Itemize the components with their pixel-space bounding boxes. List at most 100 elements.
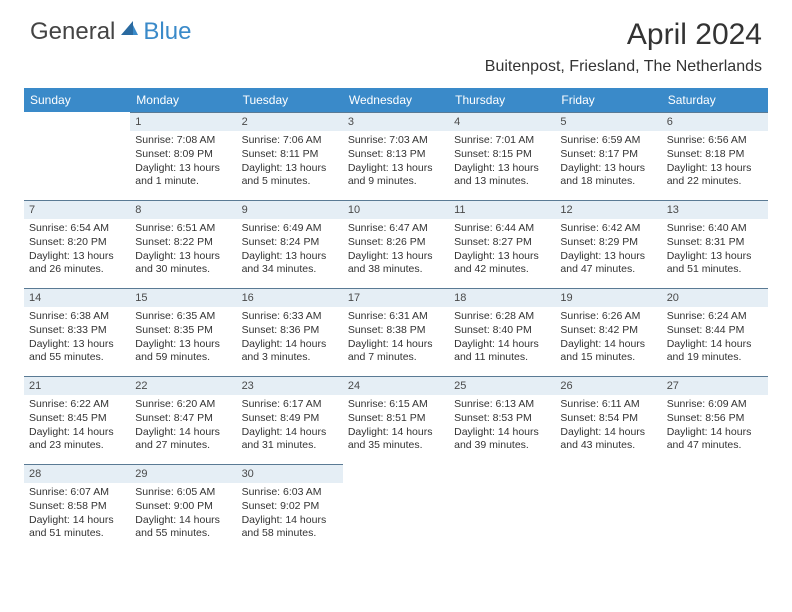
sunrise-line: Sunrise: 6:54 AM <box>29 222 125 236</box>
day-number: 2 <box>237 112 343 131</box>
daylight-line: Daylight: 13 hours and 59 minutes. <box>135 338 231 365</box>
day-details: Sunrise: 6:24 AMSunset: 8:44 PMDaylight:… <box>662 307 768 369</box>
sunset-line: Sunset: 8:36 PM <box>242 324 338 338</box>
sunset-line: Sunset: 8:26 PM <box>348 236 444 250</box>
daylight-line: Daylight: 14 hours and 58 minutes. <box>242 514 338 541</box>
sunrise-line: Sunrise: 6:51 AM <box>135 222 231 236</box>
calendar-cell: 21Sunrise: 6:22 AMSunset: 8:45 PMDayligh… <box>24 376 130 464</box>
calendar-cell: 28Sunrise: 6:07 AMSunset: 8:58 PMDayligh… <box>24 464 130 552</box>
calendar-cell: 19Sunrise: 6:26 AMSunset: 8:42 PMDayligh… <box>555 288 661 376</box>
day-details: Sunrise: 6:07 AMSunset: 8:58 PMDaylight:… <box>24 483 130 545</box>
sunset-line: Sunset: 8:49 PM <box>242 412 338 426</box>
calendar-cell: 5Sunrise: 6:59 AMSunset: 8:17 PMDaylight… <box>555 112 661 200</box>
day-details: Sunrise: 6:54 AMSunset: 8:20 PMDaylight:… <box>24 219 130 281</box>
day-number: 1 <box>130 112 236 131</box>
day-details: Sunrise: 6:11 AMSunset: 8:54 PMDaylight:… <box>555 395 661 457</box>
sunset-line: Sunset: 8:17 PM <box>560 148 656 162</box>
calendar-cell: 16Sunrise: 6:33 AMSunset: 8:36 PMDayligh… <box>237 288 343 376</box>
sunrise-line: Sunrise: 6:38 AM <box>29 310 125 324</box>
day-details: Sunrise: 6:40 AMSunset: 8:31 PMDaylight:… <box>662 219 768 281</box>
sunset-line: Sunset: 8:15 PM <box>454 148 550 162</box>
day-details: Sunrise: 6:15 AMSunset: 8:51 PMDaylight:… <box>343 395 449 457</box>
weekday-header-row: SundayMondayTuesdayWednesdayThursdayFrid… <box>24 88 768 112</box>
calendar-cell: 8Sunrise: 6:51 AMSunset: 8:22 PMDaylight… <box>130 200 236 288</box>
day-number: 22 <box>130 376 236 395</box>
title-block: April 2024 Buitenpost, Friesland, The Ne… <box>485 18 762 76</box>
day-number: 18 <box>449 288 555 307</box>
calendar-cell: . <box>662 464 768 552</box>
calendar-week-row: .1Sunrise: 7:08 AMSunset: 8:09 PMDayligh… <box>24 112 768 200</box>
day-number: 3 <box>343 112 449 131</box>
calendar-body: . 1 Sunrise: 7:08 AMSunset: 8:09 PM Dayligh… <box>24 112 768 552</box>
daylight-line: Daylight: 14 hours and 19 minutes. <box>667 338 763 365</box>
sunrise-line: Sunrise: 7:01 AM <box>454 134 550 148</box>
day-number: 29 <box>130 464 236 483</box>
sunset-line: Sunset: 8:18 PM <box>667 148 763 162</box>
day-number: 21 <box>24 376 130 395</box>
sunset-line: Sunset: 8:40 PM <box>454 324 550 338</box>
sunrise-line: Sunrise: 6:11 AM <box>560 398 656 412</box>
calendar-cell: 18 Sunrise: 6:28 AMSunset: 8:40 PMDayligh… <box>449 288 555 376</box>
day-number: 30 <box>237 464 343 483</box>
sunset-line: Sunset: 9:02 PM <box>242 500 338 514</box>
logo-sail-icon <box>119 18 139 46</box>
header: General Blue April 2024 Buitenpost, Frie… <box>0 0 792 82</box>
daylight-line: Daylight: 14 hours and 39 minutes. <box>454 426 550 453</box>
sunset-line: Sunset: 8:20 PM <box>29 236 125 250</box>
sunset-line: Sunset: 8:51 PM <box>348 412 444 426</box>
sunset-line: Sunset: 8:13 PM <box>348 148 444 162</box>
day-details: Sunrise: 6:13 AMSunset: 8:53 PMDaylight:… <box>449 395 555 457</box>
daylight-line: Daylight: 14 hours and 27 minutes. <box>135 426 231 453</box>
sunrise-line: Sunrise: 6:09 AM <box>667 398 763 412</box>
sunset-line: Sunset: 8:38 PM <box>348 324 444 338</box>
daylight-line: Daylight: 14 hours and 11 minutes. <box>454 338 550 365</box>
calendar-cell: 9Sunrise: 6:49 AMSunset: 8:24 PMDaylight… <box>237 200 343 288</box>
sunrise-line: Sunrise: 6:07 AM <box>29 486 125 500</box>
calendar-cell: . <box>555 464 661 552</box>
sunrise-line: Sunrise: 6:24 AM <box>667 310 763 324</box>
daylight-line: Daylight: 13 hours and 5 minutes. <box>242 162 338 189</box>
calendar-cell: . <box>343 464 449 552</box>
sunset-line: Sunset: 8:09 PM <box>135 148 231 162</box>
calendar-cell: 3Sunrise: 7:03 AMSunset: 8:13 PMDaylight… <box>343 112 449 200</box>
sunset-line: Sunset: 8:24 PM <box>242 236 338 250</box>
daylight-line: Daylight: 13 hours and 22 minutes. <box>667 162 763 189</box>
weekday-header: Tuesday <box>237 88 343 112</box>
daylight-line: Daylight: 13 hours and 13 minutes. <box>454 162 550 189</box>
calendar-cell: . <box>449 464 555 552</box>
calendar-cell: 27Sunrise: 6:09 AMSunset: 8:56 PMDayligh… <box>662 376 768 464</box>
sunrise-line: Sunrise: 6:13 AM <box>454 398 550 412</box>
daylight-line: Daylight: 14 hours and 23 minutes. <box>29 426 125 453</box>
calendar-cell: 14Sunrise: 6:38 AMSunset: 8:33 PMDayligh… <box>24 288 130 376</box>
day-number: 7 <box>24 200 130 219</box>
day-number: 17 <box>343 288 449 307</box>
day-number: 14 <box>24 288 130 307</box>
day-details: Sunrise: 7:03 AMSunset: 8:13 PMDaylight:… <box>343 131 449 193</box>
weekday-header: Monday <box>130 88 236 112</box>
sunrise-line: Sunrise: 6:28 AM <box>454 310 550 324</box>
daylight-line: Daylight: 13 hours and 47 minutes. <box>560 250 656 277</box>
sunset-line: Sunset: 8:44 PM <box>667 324 763 338</box>
day-details: Sunrise: 6:31 AMSunset: 8:38 PMDaylight:… <box>343 307 449 369</box>
calendar-cell: 26Sunrise: 6:11 AMSunset: 8:54 PMDayligh… <box>555 376 661 464</box>
sunset-line: Sunset: 8:53 PM <box>454 412 550 426</box>
sunset-line: Sunset: 8:31 PM <box>667 236 763 250</box>
sunrise-line: Sunrise: 6:26 AM <box>560 310 656 324</box>
day-number: 11 <box>449 200 555 219</box>
sunrise-line: Sunrise: 7:08 AM <box>135 134 231 148</box>
calendar-cell: 30Sunrise: 6:03 AMSunset: 9:02 PMDayligh… <box>237 464 343 552</box>
day-number: 25 <box>449 376 555 395</box>
sunset-line: Sunset: 8:11 PM <box>242 148 338 162</box>
calendar-cell: 7Sunrise: 6:54 AMSunset: 8:20 PMDaylight… <box>24 200 130 288</box>
sunrise-line: Sunrise: 6:35 AM <box>135 310 231 324</box>
day-number: 15 <box>130 288 236 307</box>
day-details: Sunrise: 6:09 AMSunset: 8:56 PMDaylight:… <box>662 395 768 457</box>
calendar-week-row: 28Sunrise: 6:07 AMSunset: 8:58 PMDayligh… <box>24 464 768 552</box>
daylight-line: Daylight: 14 hours and 47 minutes. <box>667 426 763 453</box>
day-number: 24 <box>343 376 449 395</box>
calendar-week-row: 21Sunrise: 6:22 AMSunset: 8:45 PMDayligh… <box>24 376 768 464</box>
sunrise-line: Sunrise: 6:22 AM <box>29 398 125 412</box>
calendar-table: SundayMondayTuesdayWednesdayThursdayFrid… <box>24 88 768 552</box>
logo-text-general: General <box>30 18 115 46</box>
weekday-header: Sunday <box>24 88 130 112</box>
